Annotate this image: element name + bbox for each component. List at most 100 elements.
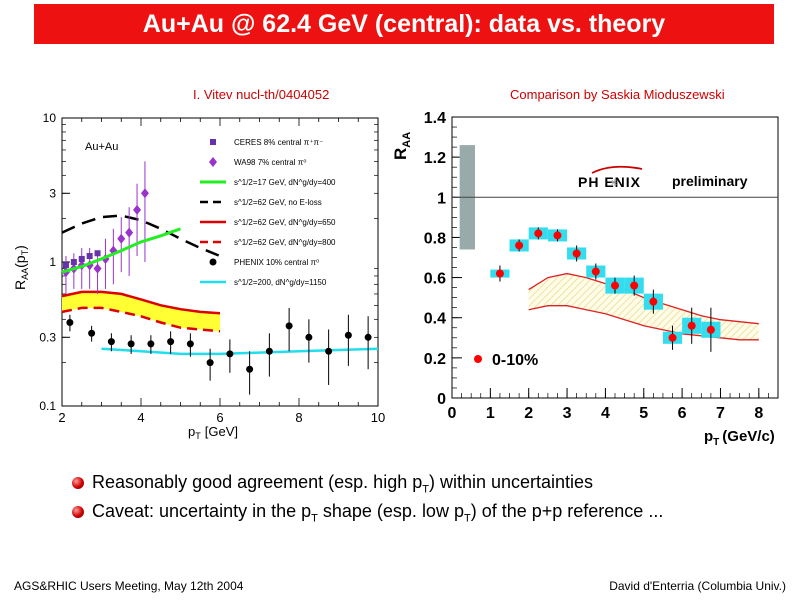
left-x-tick-label: 6 [216, 410, 223, 425]
bullet-list: Reasonably good agreement (esp. high pT)… [70, 468, 663, 526]
phenix-left-point [226, 350, 234, 358]
phenix-left-point [206, 359, 214, 367]
phenix-left-point [325, 347, 333, 355]
right-x-tick-label: 5 [639, 405, 648, 422]
phenix-left-point [167, 338, 175, 346]
right-y-tick-label: 0 [437, 391, 446, 408]
right-x-tick-label: 7 [716, 405, 725, 422]
left-system-label: Au+Au [85, 141, 118, 153]
wa98-point [140, 188, 149, 199]
ceres-point [62, 262, 69, 269]
right-y-tick-label: 0.6 [424, 271, 446, 288]
right-y-tick-label: 1.4 [424, 110, 446, 127]
legend-entry-label: WA98 7% central π⁰ [234, 158, 306, 167]
phenix-logo: PH ENIX ✳ preliminary [578, 165, 748, 190]
right-y-axis-label: RAA [391, 132, 413, 160]
left-series-red-dash-curve [61, 306, 221, 333]
left-x-tick-label: 2 [58, 410, 65, 425]
legend-marker-diamond [209, 157, 217, 167]
phenix-left-point [88, 329, 96, 337]
centrality-legend: 0-10% [474, 352, 538, 369]
bullet-dot-icon [72, 506, 84, 518]
phenix-left-point [285, 322, 293, 330]
right-x-axis-label: pT (GeV/c) [704, 428, 775, 448]
left-y-tick-label: 1 [49, 255, 56, 269]
phenix-point [706, 325, 715, 334]
wa98-point [117, 233, 126, 244]
left-y-tick-label: 0.3 [39, 330, 56, 344]
phenix-left-point [66, 319, 74, 327]
legend-entry-label: s^1/2=17 GeV, dN^g/dy=400 [234, 178, 336, 187]
left-y-tick-label: 3 [49, 186, 56, 200]
phenix-point [649, 297, 658, 306]
slide-title: Au+Au @ 62.4 GeV (central): data vs. the… [34, 4, 774, 44]
phenix-left-point [265, 347, 273, 355]
left-y-axis-label: RAA(pT) [12, 245, 30, 290]
phenix-left-point [246, 365, 254, 373]
bullet-dot-icon [72, 477, 84, 489]
phenix-point [687, 321, 696, 330]
phenix-left-point [147, 340, 155, 348]
right-plot-citation: Comparison by Saskia Mioduszewski [510, 87, 725, 102]
right-x-tick-label: 4 [601, 405, 610, 422]
ceres-point [70, 259, 77, 265]
left-y-tick-label: 0.1 [39, 399, 56, 413]
right-x-tick-label: 1 [486, 405, 495, 422]
left-plot-frame [61, 117, 379, 407]
left-series-black-dash-curve [61, 214, 221, 258]
phenix-left-point [107, 338, 115, 346]
legend-entry-label: s^1/2=62 GeV, dN^g/dy=650 [234, 218, 336, 227]
left-series-cyan-curve [101, 347, 379, 356]
phenix-point [515, 241, 524, 250]
phenix-point [611, 281, 619, 290]
phenix-star-icon: ✳ [610, 178, 618, 189]
bullet-item: Caveat: uncertainty in the pT shape (esp… [70, 497, 663, 526]
legend-entry-label: s^1/2=200, dN^g/dy=1150 [234, 278, 327, 287]
left-y-tick-label: 10 [43, 111, 57, 125]
wa98-point [125, 227, 134, 238]
right-y-tick-label: 0.2 [424, 351, 446, 368]
phenix-point [553, 231, 562, 240]
phenix-left-point [127, 340, 135, 348]
left-x-tick-label: 4 [137, 410, 144, 425]
footer-meeting: AGS&RHIC Users Meeting, May 12th 2004 [14, 579, 244, 593]
legend-entry-label: PHENIX 10% central π⁰ [234, 258, 319, 267]
svg-text:0-10%: 0-10% [492, 352, 538, 369]
wa98-point [133, 204, 142, 215]
legend-marker-square [210, 139, 216, 145]
left-chart: 0.1 0.3 1 3 10 2 4 6 8 10 CERES 8% central π⁺π⁻ WA… [12, 111, 385, 441]
wa98-point [93, 263, 102, 274]
legend-entry-label: s^1/2=62 GeV, no E-loss [234, 198, 322, 207]
phenix-left-point [364, 333, 372, 341]
theory-band-lower-edge [528, 305, 759, 341]
ceres-point [86, 253, 93, 260]
right-y-tick-label: 0.8 [424, 230, 446, 247]
right-chart: 0 0.2 0.4 0.6 0.8 1 1.2 1.4 0 1 2 3 4 5 6 7 8 PH ENIX ✳ … [391, 110, 779, 448]
right-y-tick-label: 1 [437, 190, 446, 207]
phenix-point [668, 333, 677, 342]
phenix-point [495, 269, 504, 278]
svg-text:PH ENIX: PH ENIX [578, 174, 641, 190]
phenix-point [572, 249, 581, 258]
left-series-red-curve [61, 290, 221, 315]
ceres-point [78, 255, 85, 262]
legend-entry-label: s^1/2=62 GeV, dN^g/dy=800 [234, 238, 336, 247]
right-x-tick-label: 0 [448, 405, 457, 422]
phenix-point [591, 267, 600, 276]
phenix-point [534, 229, 543, 238]
phenix-left-point [186, 340, 194, 348]
phenix-point [630, 281, 639, 290]
left-series-green-curve [61, 227, 182, 274]
right-x-tick-label: 3 [563, 405, 572, 422]
left-x-tick-label: 10 [371, 410, 385, 425]
left-x-axis-label: pT [GeV] [188, 424, 238, 441]
right-x-tick-label: 2 [524, 405, 533, 422]
right-y-tick-label: 0.4 [424, 311, 446, 328]
phenix-left-point [344, 331, 352, 339]
svg-text:preliminary: preliminary [672, 173, 748, 189]
legend-entry-label: CERES 8% central π⁺π⁻ [234, 138, 323, 147]
right-y-tick-label: 1.2 [424, 150, 446, 167]
left-x-tick-label: 8 [295, 410, 302, 425]
right-x-tick-label: 6 [678, 405, 687, 422]
right-x-tick-label: 8 [754, 405, 763, 422]
